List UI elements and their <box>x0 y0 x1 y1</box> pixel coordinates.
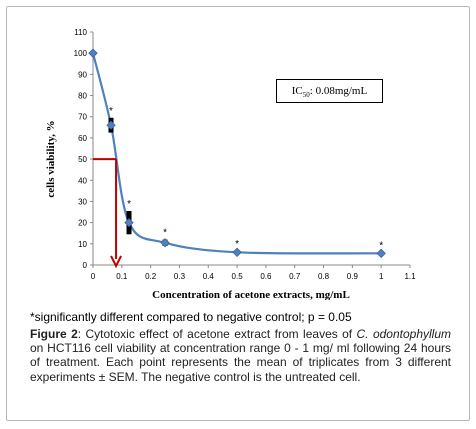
y-tick-label: 110 <box>74 28 87 37</box>
y-tick-label: 50 <box>78 155 87 164</box>
x-tick-label: 0.5 <box>232 272 244 281</box>
y-tick-label: 40 <box>78 176 87 185</box>
caption-label: Figure 2 <box>30 327 78 341</box>
ic50-arrowhead <box>110 255 122 269</box>
significance-asterisk: * <box>127 199 131 210</box>
significance-asterisk: * <box>109 106 113 117</box>
x-tick-label: 0 <box>91 272 96 281</box>
x-axis-label: Concentration of acetone extracts, mg/mL <box>152 289 350 300</box>
ic50-value: : 0.08mg/mL <box>309 85 368 97</box>
caption-species: C. odontophyllum <box>356 327 451 341</box>
data-point <box>160 238 170 248</box>
y-tick-label: 60 <box>78 134 87 143</box>
ic50-label: IC50: 0.08mg/mL <box>276 79 383 103</box>
y-tick-label: 70 <box>78 113 87 122</box>
chart-area: 0 0.1 0.2 0.3 0.4 0.5 0.6 0.7 0.8 0.9 1 1.1 0 10 20 30 4… <box>45 28 416 300</box>
x-tick-label: 0.1 <box>116 272 128 281</box>
significance-asterisk: * <box>235 239 239 250</box>
data-point <box>88 48 98 58</box>
caption-text-after: on HCT116 cell viability at concentratio… <box>30 341 451 384</box>
y-axis-label: cells viability, % <box>45 120 57 197</box>
x-tick-label: 0.8 <box>318 272 330 281</box>
y-tick-label: 10 <box>78 240 87 249</box>
y-tick-label: 0 <box>83 261 88 270</box>
data-point <box>124 217 134 228</box>
y-tick-label: 100 <box>74 49 88 58</box>
data-point <box>376 248 386 259</box>
ic50-subscript: 50 <box>302 91 310 100</box>
x-tick-label: 0.4 <box>203 272 215 281</box>
caption-text-before: : Cytotoxic effect of acetone extract fr… <box>77 327 357 341</box>
x-tick-label: 0.6 <box>260 272 272 281</box>
figure-caption: Figure 2: Cytotoxic effect of acetone ex… <box>30 327 451 384</box>
ic50-prefix: IC <box>291 85 303 97</box>
data-point <box>232 247 242 257</box>
x-tick-label: 1.1 <box>404 272 416 281</box>
significance-footnote: *significantly different compared to neg… <box>30 310 352 324</box>
x-tick-label: 0.7 <box>289 272 301 281</box>
significance-asterisk: * <box>163 228 167 239</box>
y-tick-label: 80 <box>78 92 87 101</box>
y-tick-label: 30 <box>78 197 87 206</box>
significance-asterisk: * <box>379 240 383 251</box>
data-point <box>106 120 116 130</box>
x-tick-label: 0.2 <box>145 272 157 281</box>
x-tick-label: 0.3 <box>174 272 186 281</box>
figure-frame <box>6 6 470 421</box>
y-tick-label: 20 <box>78 219 87 228</box>
x-tick-label: 1 <box>379 272 384 281</box>
x-tick-label: 0.9 <box>347 272 359 281</box>
y-tick-label: 90 <box>78 70 87 79</box>
